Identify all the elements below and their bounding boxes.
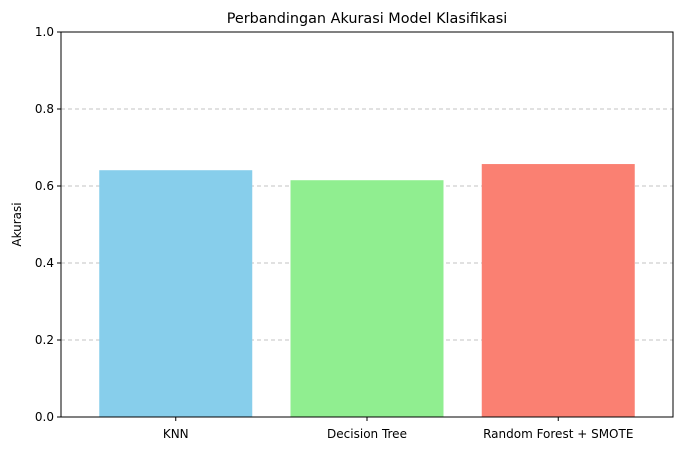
chart-title: Perbandingan Akurasi Model Klasifikasi <box>227 11 508 27</box>
y-tick-label: 1.0 <box>35 25 54 39</box>
bars <box>99 164 635 417</box>
y-tick-label: 0.0 <box>35 410 54 424</box>
x-tick-label: KNN <box>163 427 189 441</box>
y-tick-label: 0.4 <box>35 256 54 270</box>
y-tick-label: 0.8 <box>35 102 54 116</box>
x-axis-ticks: KNN Decision Tree Random Forest + SMOTE <box>163 417 633 441</box>
x-tick-label: Decision Tree <box>327 427 407 441</box>
y-tick-label: 0.6 <box>35 179 54 193</box>
y-tick-label: 0.2 <box>35 333 54 347</box>
y-axis-label: Akurasi <box>10 202 24 246</box>
bar <box>99 170 253 417</box>
bar <box>290 180 444 417</box>
y-axis-ticks: 0.0 0.2 0.4 0.6 0.8 1.0 <box>35 25 61 424</box>
x-tick-label: Random Forest + SMOTE <box>483 427 633 441</box>
bar <box>481 164 635 417</box>
